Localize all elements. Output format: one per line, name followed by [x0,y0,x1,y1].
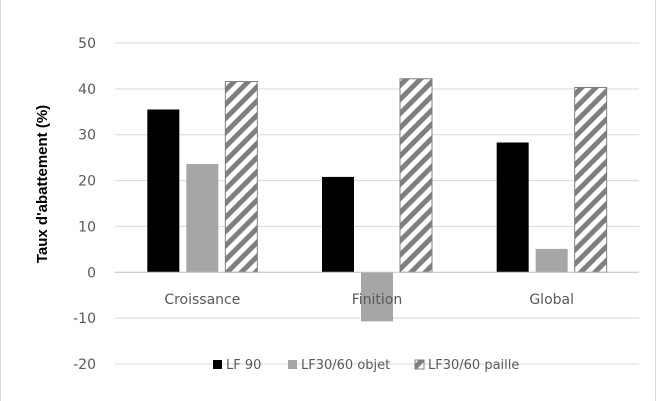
y-tick-label: 20 [78,174,96,190]
legend-label: LF30/60 paille [428,358,519,373]
legend-swatch [213,360,222,369]
y-tick-label: 0 [87,265,96,281]
legend-label: LF30/60 objet [301,358,390,373]
bar-lf30-60-paille-global [574,86,608,273]
legend-swatch [414,359,425,370]
bar-lf30-60-objet-finition [361,272,393,322]
bar-lf30-60-paille-finition [399,78,433,273]
category-label: Croissance [164,292,240,308]
y-axis-label: Taux d'abattement (%) [34,105,51,263]
bar-lf30-60-objet-global [535,248,568,273]
bar-lf-90-finition [322,176,354,273]
legend-label: LF 90 [226,358,261,373]
y-tick-label: 50 [78,36,96,52]
bars [147,78,608,322]
category-label: Finition [352,292,403,308]
legend-swatch [288,360,297,369]
y-tick-label: -20 [73,357,96,373]
bar-lf-90-global [496,142,529,273]
legend: LF 90 LF30/60 objet LF30/60 paille [213,358,519,373]
y-tick-labels: -20 -10 0 10 20 30 40 50 [73,36,96,373]
y-tick-label: 10 [78,219,96,235]
y-tick-label: 30 [78,128,96,144]
bar-lf-90-croissance [147,109,180,273]
bar-lf30-60-paille-croissance [224,81,258,273]
y-tick-label: 40 [78,82,96,98]
y-tick-label: -10 [73,311,96,327]
category-labels: Croissance Finition Global [164,292,574,308]
bar-lf30-60-objet-croissance [186,164,219,273]
category-label: Global [529,292,574,308]
